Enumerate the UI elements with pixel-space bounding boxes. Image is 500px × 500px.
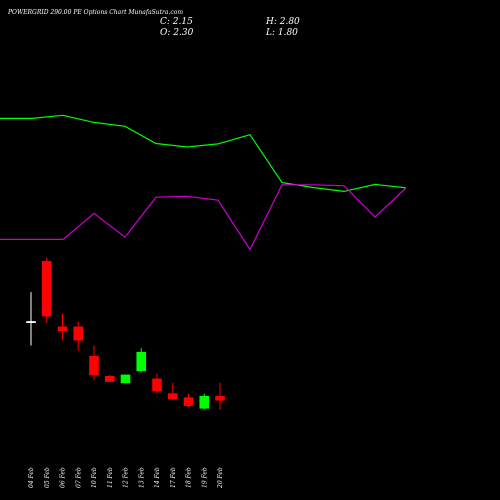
x-tick-label: 07 Feb bbox=[75, 467, 82, 488]
candle-body bbox=[167, 393, 178, 400]
overlay-line-2 bbox=[0, 184, 407, 251]
candle-body bbox=[104, 375, 115, 382]
x-tick-label: 19 Feb bbox=[201, 467, 208, 488]
candle-body bbox=[215, 395, 225, 401]
x-tick-label: 14 Feb bbox=[154, 467, 161, 488]
x-tick-label: 18 Feb bbox=[186, 467, 193, 488]
candle-body bbox=[26, 321, 36, 323]
open-value: O: 2.30 bbox=[160, 28, 194, 38]
candle-body bbox=[152, 378, 162, 392]
candle-body bbox=[183, 397, 194, 406]
x-tick-label: 12 Feb bbox=[123, 467, 130, 488]
x-tick-label: 11 Feb bbox=[107, 467, 114, 488]
x-tick-label: 17 Feb bbox=[170, 467, 177, 488]
overlay-line-1 bbox=[0, 114, 407, 193]
candle-body bbox=[89, 355, 99, 376]
candle-body bbox=[199, 395, 210, 409]
x-tick-label: 13 Feb bbox=[138, 467, 145, 488]
low-value: L: 1.80 bbox=[266, 28, 298, 38]
high-value: H: 2.80 bbox=[266, 17, 300, 27]
candle-body bbox=[73, 326, 84, 341]
x-tick-label: 04 Feb bbox=[28, 467, 35, 488]
candle-body bbox=[120, 374, 131, 384]
x-tick-label: 10 Feb bbox=[91, 467, 98, 488]
close-value: C: 2.15 bbox=[160, 17, 193, 27]
candle-body bbox=[57, 326, 68, 332]
candle-body bbox=[136, 351, 147, 372]
candle-body bbox=[41, 261, 52, 317]
x-tick-label: 06 Feb bbox=[60, 467, 67, 488]
x-tick-label: 20 Feb bbox=[217, 467, 224, 489]
chart-title: POWERGRID 290.00 PE Options Chart Munafa… bbox=[8, 9, 184, 16]
x-tick-label: 05 Feb bbox=[44, 467, 51, 488]
